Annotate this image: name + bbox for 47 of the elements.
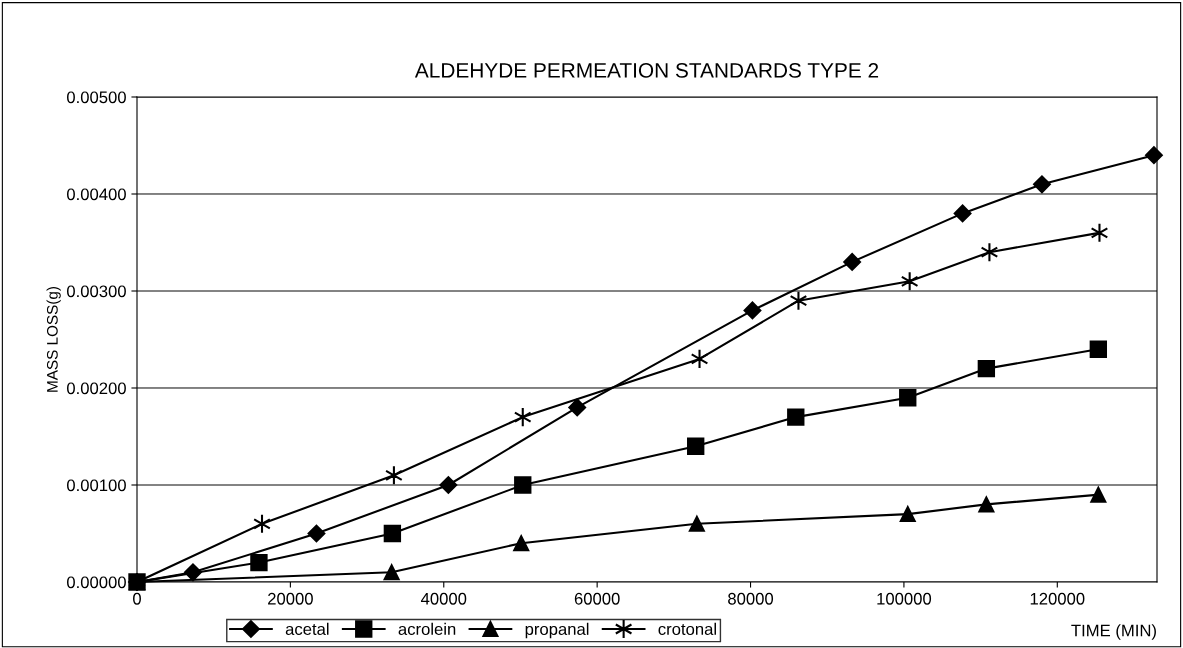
- point: [568, 398, 587, 417]
- point: [513, 535, 530, 552]
- point: [688, 515, 705, 532]
- x-tick-label: 0: [133, 592, 141, 605]
- y-tick-label: 0.00000: [66, 576, 126, 589]
- point: [743, 301, 762, 320]
- point: [383, 524, 402, 543]
- legend-label: acrolein: [398, 622, 456, 636]
- point: [900, 271, 919, 292]
- point: [383, 564, 400, 581]
- y-tick-label: 0.00500: [66, 91, 126, 104]
- x-tick-label: 100000: [877, 592, 932, 605]
- point: [514, 476, 532, 494]
- point: [1090, 222, 1109, 243]
- point: [250, 553, 268, 572]
- point: [439, 476, 458, 494]
- x-tick-label: 60000: [574, 592, 620, 605]
- point: [843, 253, 862, 271]
- x-axis-title: TIME (MIN): [1071, 624, 1156, 640]
- y-tick-label: 0.00200: [66, 382, 126, 395]
- point: [1033, 175, 1051, 194]
- point: [787, 408, 805, 426]
- point: [690, 348, 709, 369]
- x-tick-label: 20000: [268, 592, 313, 605]
- legend-label: crotonal: [658, 622, 716, 636]
- x-tick-label: 40000: [420, 592, 467, 605]
- y-tick-label: 0.00100: [66, 479, 126, 492]
- point: [1090, 486, 1107, 503]
- y-tick-label: 0.00300: [66, 285, 126, 298]
- x-tick-label: 120000: [1030, 592, 1085, 605]
- point: [513, 407, 532, 428]
- y-tick-label: 0.00400: [66, 188, 126, 201]
- point: [789, 290, 808, 311]
- point: [977, 359, 996, 378]
- point: [1145, 146, 1163, 165]
- point: [687, 437, 705, 455]
- legend-label: propanal: [525, 622, 589, 639]
- point: [899, 389, 917, 407]
- point: [953, 204, 972, 223]
- point: [978, 496, 995, 513]
- point: [307, 524, 326, 543]
- chart-title: ALDEHYDE PERMEATION STANDARDS TYPE 2: [414, 63, 879, 78]
- legend-label: acetal: [285, 622, 329, 636]
- x-tick-label: 80000: [728, 592, 774, 605]
- point: [899, 506, 916, 523]
- y-axis-title: MASS LOSS(g): [46, 286, 61, 392]
- point: [1089, 340, 1108, 358]
